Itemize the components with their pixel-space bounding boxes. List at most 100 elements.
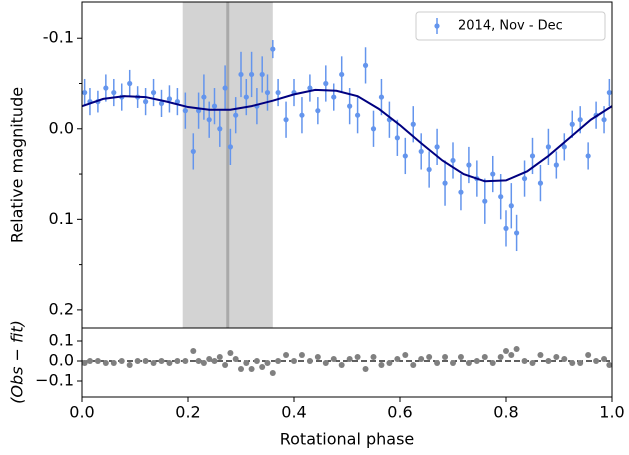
- data-point: [442, 180, 448, 186]
- residual-point: [190, 348, 197, 354]
- data-point: [569, 121, 575, 127]
- residual-point: [569, 360, 576, 366]
- residual-point: [606, 362, 613, 368]
- y-axis-label: Relative magnitude: [8, 87, 27, 243]
- residual-point: [585, 352, 592, 358]
- data-point: [355, 112, 361, 118]
- data-point: [490, 171, 496, 177]
- residual-point: [338, 362, 345, 368]
- data-point: [143, 99, 149, 105]
- data-point: [606, 89, 612, 96]
- residual-point: [362, 366, 369, 372]
- residual-point: [253, 358, 260, 364]
- data-point: [222, 85, 228, 91]
- residual-point: [314, 354, 321, 360]
- residual-point: [426, 354, 433, 360]
- residual-point: [232, 356, 239, 362]
- data-point: [243, 94, 249, 100]
- x-tick-label: 0.4: [281, 403, 306, 422]
- residual-point: [222, 362, 229, 368]
- data-point: [561, 144, 567, 150]
- data-point: [514, 230, 520, 236]
- data-point: [503, 225, 509, 231]
- residual-point: [601, 356, 608, 362]
- data-point: [426, 166, 432, 173]
- residual-point: [529, 360, 536, 366]
- residual-point: [497, 354, 504, 360]
- data-point: [466, 162, 472, 168]
- data-point: [158, 100, 165, 107]
- residual-point: [410, 362, 417, 368]
- residual-point: [465, 360, 472, 366]
- data-point: [498, 194, 504, 200]
- residual-point: [269, 370, 276, 376]
- data-point: [402, 153, 408, 159]
- data-point: [82, 89, 88, 96]
- residual-point: [457, 354, 464, 360]
- residual-point: [306, 358, 313, 364]
- data-point: [233, 112, 239, 118]
- residual-point: [577, 360, 584, 366]
- data-point: [270, 46, 276, 52]
- y-tick-label: 0.0: [49, 118, 74, 137]
- residual-point: [94, 358, 101, 364]
- data-point: [227, 144, 233, 150]
- data-point: [103, 85, 109, 91]
- residual-point: [537, 352, 544, 358]
- data-point: [331, 94, 337, 100]
- residual-point: [86, 358, 93, 364]
- residual-point: [248, 366, 255, 372]
- residual-point: [489, 360, 496, 366]
- residual-point: [354, 354, 361, 360]
- residual-point: [481, 354, 488, 360]
- data-point: [217, 126, 223, 132]
- data-point: [577, 117, 583, 123]
- legend-marker: [434, 23, 440, 29]
- data-point: [307, 85, 313, 91]
- x-axis-label: Rotational phase: [280, 430, 415, 449]
- residual-point: [402, 352, 409, 358]
- residual-point: [394, 356, 401, 362]
- residual-point: [142, 358, 149, 364]
- residual-point: [330, 356, 337, 362]
- data-point: [190, 148, 196, 155]
- data-point: [206, 117, 212, 123]
- data-point: [482, 198, 488, 204]
- residual-point: [200, 360, 207, 366]
- residual-point: [243, 360, 250, 366]
- data-point: [347, 103, 353, 109]
- residual-point: [206, 356, 213, 362]
- residual-point: [150, 360, 157, 366]
- data-point: [174, 99, 180, 105]
- x-tick-label: 0.8: [493, 403, 518, 422]
- residual-point: [378, 362, 385, 368]
- residual-frame: [81, 327, 613, 398]
- data-point: [111, 89, 117, 96]
- data-point: [315, 108, 321, 114]
- residual-point: [227, 350, 234, 356]
- x-tick-label: 1.0: [599, 403, 624, 422]
- residual-point: [593, 358, 600, 364]
- y-tick-label: 0.1: [49, 331, 74, 350]
- residual-point: [134, 358, 141, 364]
- residual-point: [174, 358, 181, 364]
- residual-point: [442, 354, 449, 360]
- data-point: [418, 148, 424, 155]
- residual-point: [166, 360, 173, 366]
- data-point: [182, 108, 188, 114]
- residual-point: [259, 364, 266, 370]
- residual-point: [110, 360, 117, 366]
- x-tick-label: 0.6: [387, 403, 412, 422]
- x-tick-label: 0.0: [69, 403, 94, 422]
- residual-point: [418, 356, 425, 362]
- data-point: [249, 71, 255, 78]
- y-tick-label: 0.0: [49, 351, 74, 370]
- residual-point: [473, 358, 480, 364]
- legend-box: [415, 11, 606, 41]
- residual-point: [195, 358, 202, 364]
- data-point: [370, 126, 377, 132]
- residual-point: [283, 352, 290, 358]
- residual-point: [561, 356, 568, 362]
- data-point: [283, 117, 289, 123]
